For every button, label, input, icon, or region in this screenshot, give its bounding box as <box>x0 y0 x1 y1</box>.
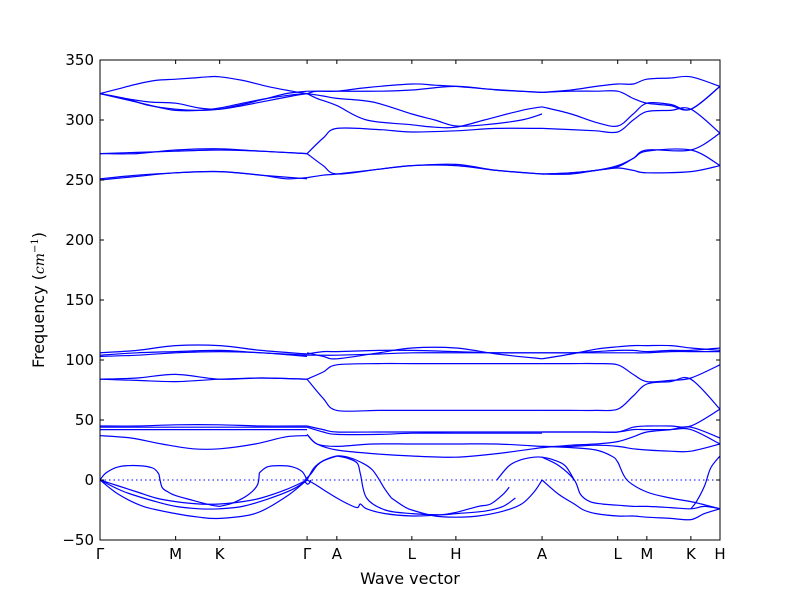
band-line-59 <box>336 455 516 516</box>
band-line-47 <box>542 427 720 445</box>
band-line-49 <box>542 443 720 453</box>
y-axis-unit-exponent: −1 <box>30 238 41 253</box>
x-tick-label: Γ <box>96 545 105 563</box>
band-line-35 <box>306 362 543 380</box>
y-tick-label: 150 <box>65 291 94 309</box>
band-line-8 <box>100 170 308 181</box>
band-line-4 <box>100 90 308 112</box>
band-line-19 <box>542 85 720 111</box>
y-axis-label-text: Frequency <box>29 285 48 368</box>
band-line-56 <box>100 479 308 505</box>
x-tick-label: H <box>450 545 461 563</box>
x-tick-label: A <box>537 545 548 563</box>
band-line-18 <box>542 107 720 134</box>
band-line-62 <box>391 479 543 518</box>
x-tick-label: L <box>614 545 623 563</box>
y-tick-label: −50 <box>62 531 94 549</box>
x-tick-label: K <box>215 545 226 563</box>
band-line-67 <box>690 455 720 510</box>
y-tick-label: 0 <box>84 471 94 489</box>
x-tick-label: H <box>714 545 725 563</box>
band-line-51 <box>158 473 220 507</box>
band-lines-layer <box>100 75 720 521</box>
band-line-43 <box>542 350 720 354</box>
band-line-61 <box>304 479 312 485</box>
band-line-53 <box>258 464 308 481</box>
x-tick-label: A <box>332 545 343 563</box>
y-tick-label: 300 <box>65 111 94 129</box>
band-line-57 <box>306 479 510 517</box>
band-line-44 <box>542 362 720 383</box>
band-line-15 <box>306 163 543 179</box>
band-line-10 <box>306 93 543 127</box>
band-line-28 <box>100 424 308 427</box>
x-axis-label: Wave vector <box>360 569 460 588</box>
y-tick-label: 200 <box>65 231 94 249</box>
band-line-16 <box>542 75 720 93</box>
y-axis-ticks: −50 0 50 100 150 200 250 300 350 <box>62 51 720 549</box>
band-line-21 <box>542 148 720 175</box>
band-line-50 <box>100 464 160 481</box>
band-line-48 <box>542 426 720 449</box>
y-axis-label: Frequency (cm−1) <box>29 232 48 368</box>
band-line-23 <box>100 344 308 355</box>
band-line-55 <box>100 479 308 510</box>
band-line-34 <box>307 352 543 356</box>
band-line-38 <box>306 426 543 436</box>
x-tick-label: K <box>686 545 697 563</box>
band-line-36 <box>306 378 543 412</box>
y-tick-label: 250 <box>65 171 94 189</box>
band-line-27 <box>100 377 308 383</box>
y-axis-label-paren-open: ( <box>29 274 48 285</box>
band-line-54 <box>100 479 308 520</box>
band-line-1 <box>100 75 308 95</box>
band-line-6 <box>100 148 308 155</box>
band-line-31 <box>100 435 308 450</box>
band-line-11 <box>306 93 543 129</box>
band-line-52 <box>219 472 260 507</box>
band-line-25 <box>100 350 308 357</box>
band-line-63 <box>496 456 575 481</box>
band-line-45 <box>542 376 720 412</box>
band-line-60 <box>304 455 392 499</box>
band-line-13 <box>306 127 543 155</box>
band-line-40 <box>306 433 543 448</box>
band-line-37 <box>306 425 543 433</box>
y-tick-label: 100 <box>65 351 94 369</box>
x-tick-label: M <box>640 545 653 563</box>
y-axis-label-group: Frequency (cm−1) <box>29 232 48 368</box>
band-line-12 <box>307 85 543 93</box>
x-tick-label: M <box>169 545 182 563</box>
y-tick-label: 350 <box>65 51 94 69</box>
band-line-65 <box>541 479 720 521</box>
y-axis-unit-base: cm <box>32 253 48 274</box>
band-line-66 <box>542 445 720 510</box>
y-axis-label-paren-close: ) <box>29 232 48 238</box>
y-tick-label: 50 <box>75 411 94 429</box>
x-tick-label: Γ <box>303 545 312 563</box>
x-tick-label: L <box>408 545 417 563</box>
band-line-22 <box>542 165 720 175</box>
